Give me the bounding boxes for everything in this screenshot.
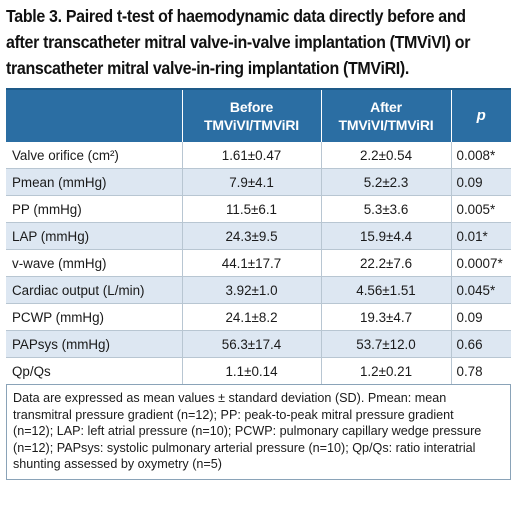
- before-value-cell: 44.1±17.7: [181, 249, 321, 277]
- header-after-line2: TMViVI/TMViRI: [338, 117, 434, 133]
- table-row: Cardiac output (L/min) 3.92±1.0 4.56±1.5…: [6, 276, 511, 304]
- footnote-line: shunting assessed by oxymetry (n=5): [13, 457, 222, 472]
- table-row: v-wave (mmHg) 44.1±17.7 22.2±7.6 0.0007*: [6, 249, 511, 277]
- before-value-cell: 56.3±17.4: [181, 330, 321, 358]
- before-value-cell: 1.61±0.47: [181, 142, 321, 169]
- table-header: Before TMViVI/TMViRI After TMViVI/TMViRI…: [6, 89, 511, 142]
- header-before: Before TMViVI/TMViRI: [181, 89, 321, 142]
- after-value-cell: 4.56±1.51: [320, 276, 451, 304]
- p-value-cell: 0.045*: [450, 276, 511, 304]
- p-value-cell: 0.66: [450, 330, 511, 358]
- p-value-cell: 0.01*: [450, 222, 511, 250]
- parameter-cell: PP (mmHg): [6, 195, 182, 223]
- p-value-cell: 0.0007*: [450, 249, 511, 277]
- caption-line: transcatheter mitral valve-in-ring impla…: [6, 58, 410, 78]
- p-value-cell: 0.09: [450, 168, 511, 196]
- haemodynamic-data-table: Before TMViVI/TMViRI After TMViVI/TMViRI…: [6, 88, 511, 385]
- header-row: Before TMViVI/TMViRI After TMViVI/TMViRI…: [6, 89, 511, 142]
- parameter-cell: LAP (mmHg): [6, 222, 182, 250]
- after-value-cell: 19.3±4.7: [320, 303, 451, 331]
- p-value-cell: 0.78: [450, 357, 511, 385]
- p-value-cell: 0.008*: [450, 142, 511, 169]
- parameter-cell: Cardiac output (L/min): [6, 276, 182, 304]
- table-row: LAP (mmHg) 24.3±9.5 15.9±4.4 0.01*: [6, 222, 511, 250]
- parameter-cell: PCWP (mmHg): [6, 303, 182, 331]
- table-row: Pmean (mmHg) 7.9±4.1 5.2±2.3 0.09: [6, 168, 511, 196]
- parameter-cell: Pmean (mmHg): [6, 168, 182, 196]
- after-value-cell: 5.3±3.6: [320, 195, 451, 223]
- before-value-cell: 7.9±4.1: [181, 168, 321, 196]
- before-value-cell: 3.92±1.0: [181, 276, 321, 304]
- data-table-container: Before TMViVI/TMViRI After TMViVI/TMViRI…: [6, 88, 511, 480]
- caption-line: after transcatheter mitral valve-in-valv…: [6, 32, 471, 52]
- table-footnote: Data are expressed as mean values ± stan…: [6, 385, 511, 480]
- header-after-line1: After: [370, 99, 402, 115]
- footnote-line: (n=12); LAP: left atrial pressure (n=10)…: [13, 424, 482, 439]
- table-row: Qp/Qs 1.1±0.14 1.2±0.21 0.78: [6, 357, 511, 385]
- header-after: After TMViVI/TMViRI: [320, 89, 451, 142]
- header-parameter: [6, 89, 182, 142]
- table-row: PCWP (mmHg) 24.1±8.2 19.3±4.7 0.09: [6, 303, 511, 331]
- footnote-line: transmitral pressure gradient (n=12); PP…: [13, 407, 454, 422]
- after-value-cell: 22.2±7.6: [320, 249, 451, 277]
- table-body: Valve orifice (cm²) 1.61±0.47 2.2±0.54 0…: [6, 142, 511, 385]
- footnote-line: (n=12); PAPsys: systolic pulmonary arter…: [13, 440, 476, 455]
- header-p-value: p: [450, 89, 511, 142]
- before-value-cell: 11.5±6.1: [181, 195, 321, 223]
- header-before-line2: TMViVI/TMViRI: [204, 117, 299, 133]
- parameter-cell: PAPsys (mmHg): [6, 330, 182, 358]
- parameter-cell: Qp/Qs: [6, 357, 182, 385]
- header-before-line1: Before: [229, 99, 274, 115]
- parameter-cell: Valve orifice (cm²): [6, 142, 182, 169]
- after-value-cell: 5.2±2.3: [320, 168, 451, 196]
- caption-line: Table 3. Paired t-test of haemodynamic d…: [6, 6, 466, 26]
- table-caption: Table 3. Paired t-test of haemodynamic d…: [6, 3, 476, 81]
- before-value-cell: 24.3±9.5: [181, 222, 321, 250]
- p-value-cell: 0.09: [450, 303, 511, 331]
- parameter-cell: v-wave (mmHg): [6, 249, 182, 277]
- before-value-cell: 24.1±8.2: [181, 303, 321, 331]
- after-value-cell: 53.7±12.0: [320, 330, 451, 358]
- table-row: PAPsys (mmHg) 56.3±17.4 53.7±12.0 0.66: [6, 330, 511, 358]
- before-value-cell: 1.1±0.14: [181, 357, 321, 385]
- after-value-cell: 15.9±4.4: [320, 222, 451, 250]
- footnote-line: Data are expressed as mean values ± stan…: [13, 391, 447, 405]
- p-value-cell: 0.005*: [450, 195, 511, 223]
- after-value-cell: 2.2±0.54: [320, 142, 451, 169]
- table-row: PP (mmHg) 11.5±6.1 5.3±3.6 0.005*: [6, 195, 511, 223]
- table-row: Valve orifice (cm²) 1.61±0.47 2.2±0.54 0…: [6, 142, 511, 169]
- after-value-cell: 1.2±0.21: [320, 357, 451, 385]
